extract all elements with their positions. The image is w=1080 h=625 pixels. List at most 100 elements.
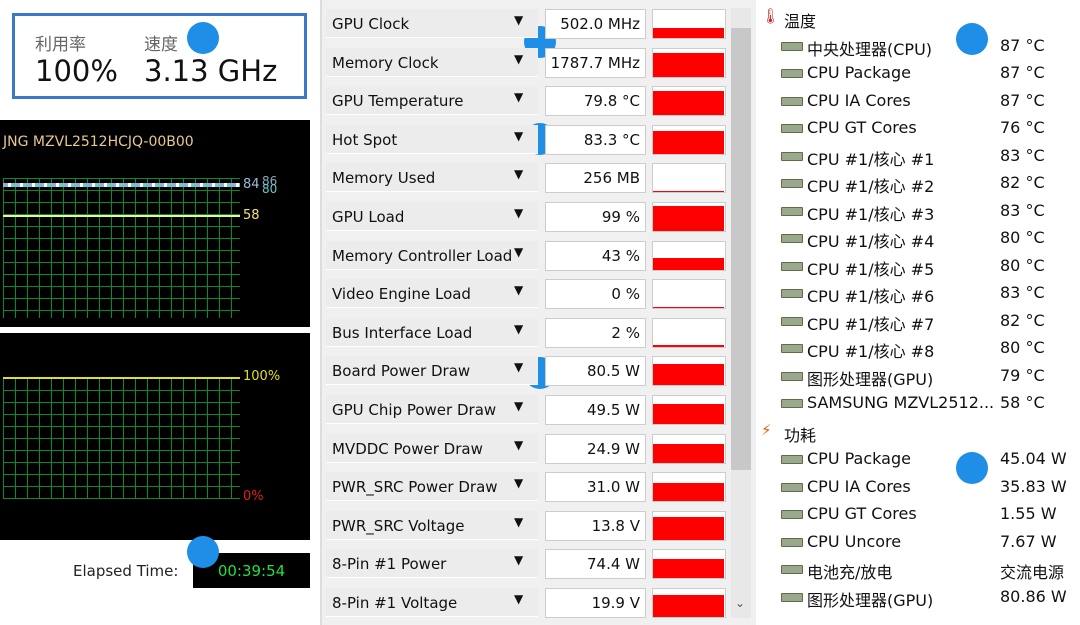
graph-fill: [653, 307, 724, 309]
sensor-icon: [781, 124, 803, 133]
graph-fill: [653, 131, 724, 154]
sensor-name: CPU GT Cores: [807, 118, 917, 137]
graph-fill: [653, 444, 724, 463]
sensor-name: Memory Clock: [332, 53, 439, 72]
sensor-name: CPU IA Cores: [807, 90, 911, 110]
sensor-value: 83 °C: [1000, 200, 1045, 220]
sensor-name: GPU Clock: [332, 15, 410, 33]
sensor-name: 图形处理器(GPU): [807, 590, 934, 610]
sensor-name: CPU #1/核心 #7: [807, 314, 935, 334]
sensor-name: Bus Interface Load: [332, 323, 473, 342]
sensor-value-box: [545, 86, 646, 117]
dropdown: ▼: [514, 244, 524, 259]
sensor-value: 82 °C: [1000, 310, 1045, 330]
sensor-name: Memory Controller Load: [332, 246, 513, 265]
sensor-value: 76 °C: [1000, 118, 1045, 137]
sensor-value: 80.5 W: [587, 362, 640, 381]
dropdown: ▼: [514, 13, 524, 27]
sensor-icon: [781, 289, 803, 298]
sensor-value: 87 °C: [1000, 35, 1045, 55]
sensor-value: 7.67 W: [1000, 531, 1057, 551]
graph-fill: [653, 91, 724, 116]
sensor-name-box: [326, 240, 538, 270]
sensor-name: CPU #1/核心 #5: [807, 259, 935, 279]
sensor-value-box: [545, 395, 646, 425]
sensor-name: CPU #1/核心 #3: [807, 204, 935, 224]
line: [3, 215, 240, 217]
graph-label: 84: [243, 177, 260, 192]
sensor-name: CPU #1/核心 #2: [807, 177, 935, 196]
sensor-value-box: [545, 124, 646, 155]
dropdown: ▼: [514, 592, 524, 606]
timer: 00:39:54: [217, 562, 286, 580]
sensor-name: 图形处理器(GPU): [807, 369, 934, 389]
sensor-value: 87 °C: [1000, 90, 1045, 110]
sensor-value-box: [545, 47, 646, 78]
graph-box: [652, 279, 726, 310]
graph-fill: [653, 517, 724, 540]
sensor-icon: [781, 399, 803, 408]
sensor-value: 80 °C: [1000, 228, 1045, 247]
dropdown: ▼: [514, 321, 524, 336]
sensor-value: 87 °C: [1000, 63, 1045, 82]
sensor-name-box: [326, 549, 538, 579]
line: [3, 183, 240, 187]
sensor-name: Hot Spot: [332, 130, 398, 149]
sensor-name: PWR_SRC Voltage: [332, 516, 465, 535]
sensor-name: CPU IA Cores: [807, 476, 911, 496]
sensor-name: CPU Package: [807, 63, 911, 82]
sensor-name: Video Engine Load: [332, 285, 471, 304]
sensor-name: CPU #1/核心 #1: [807, 149, 935, 169]
sensor-value: 19.9 V: [591, 594, 640, 612]
graph-fill: [653, 52, 724, 77]
sensor-value: 74.4 W: [587, 555, 640, 574]
scroll-arrow: ⌄: [735, 596, 746, 610]
sensor-value-box: [545, 279, 646, 310]
label: 利用率: [35, 35, 86, 55]
sensor-value: 24.9 W: [587, 439, 640, 458]
sensor-name: 8-Pin #1 Power: [332, 555, 447, 574]
sensor-value: 43 %: [601, 246, 640, 265]
sensor-value: 79 °C: [1000, 365, 1045, 385]
graph-fill: [653, 258, 724, 270]
sensor-name-box: [326, 9, 538, 38]
sensor-icon: [781, 151, 803, 161]
sensor-value: 99 %: [601, 208, 640, 226]
graph-fill: [653, 404, 724, 424]
sensor-icon: [781, 316, 803, 326]
graph-label: 0%: [243, 489, 264, 504]
sensor-value: 82 °C: [1000, 173, 1045, 192]
sensor-icon: [781, 371, 803, 381]
sensor-value-box: [545, 549, 646, 580]
marker: [956, 452, 988, 484]
graph-title: JNG MZVL2512HCJQ-00B00: [3, 134, 194, 150]
sensor-name-box: [326, 163, 538, 193]
sensor-name: CPU #1/核心 #6: [807, 287, 935, 306]
marker: [187, 22, 219, 54]
sensor-value: 80 °C: [1000, 255, 1045, 275]
sensor-value: 13.8 V: [591, 516, 640, 535]
marker: [187, 536, 219, 568]
sensor-value: 49.5 W: [587, 401, 640, 419]
sensor-value: 83.3 °C: [583, 130, 640, 149]
graph-label: 100%: [243, 369, 281, 384]
sensor-name: Memory Used: [332, 169, 436, 188]
sensor-icon: [781, 344, 803, 353]
dropdown: ▼: [514, 128, 524, 143]
graph-label: 86: [262, 174, 278, 188]
graph-fill: [653, 558, 724, 579]
elapsed-label: Elapsed Time:: [73, 562, 179, 580]
sensor-value: 256 MB: [583, 169, 640, 188]
sensor-value: 1787.7 MHz: [550, 53, 640, 72]
graph-fill: [653, 483, 724, 502]
dropdown: ▼: [514, 360, 524, 375]
sensor-name: GPU Temperature: [332, 92, 464, 111]
sensor-icon: [781, 592, 803, 602]
sensor-value: 0 %: [611, 285, 640, 304]
sensor-icon: [781, 41, 803, 51]
sensor-value: 1.55 W: [1000, 504, 1057, 523]
sensor-name-box: [326, 356, 538, 386]
sensor-name: CPU GT Cores: [807, 504, 917, 523]
sensor-icon: [781, 96, 803, 106]
sensor-icon: [781, 179, 803, 188]
